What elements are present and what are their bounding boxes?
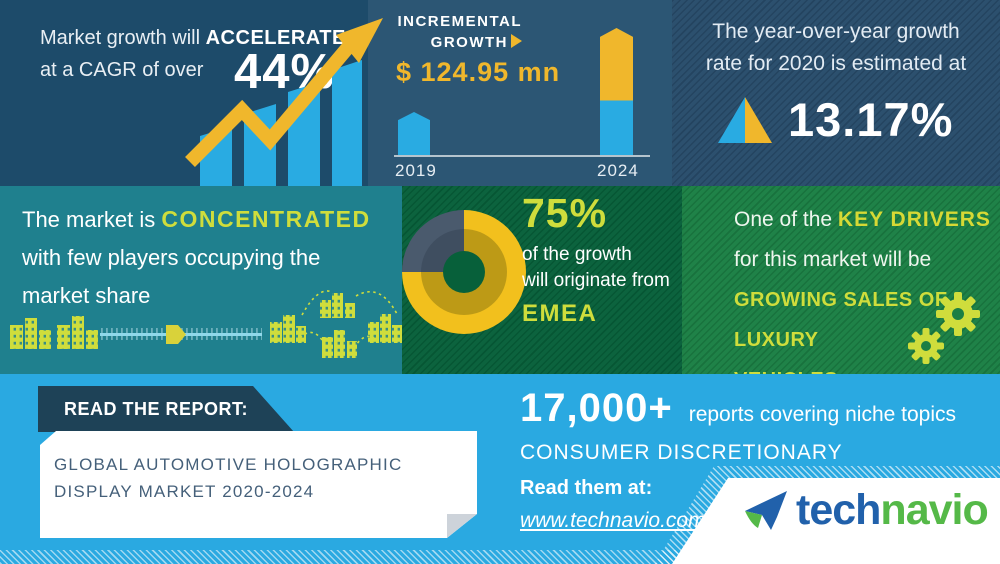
bar-2024: [600, 28, 633, 155]
conc-line2: with few players occupying the: [22, 245, 321, 270]
footer: READ THE REPORT: GLOBAL AUTOMOTIVE HOLOG…: [0, 374, 1000, 564]
logo-text-navio: navio: [880, 485, 988, 534]
donut-chart: [402, 210, 526, 334]
technavio-logo-mark-icon: [745, 491, 787, 530]
conc-line1-highlight: CONCENTRATED: [161, 206, 371, 232]
gears-icon: [908, 292, 980, 364]
incremental-growth-title: INCREMENTAL GROWTH: [396, 11, 522, 53]
drivers-line1-prefix: One of the: [734, 208, 838, 231]
logo-text-tech: tech: [796, 485, 881, 534]
reports-count: 17,000+: [520, 386, 673, 430]
conc-line3: market share: [22, 283, 151, 308]
growth-line2: at a CAGR of over: [40, 59, 204, 81]
read-the-report-label: READ THE REPORT:: [64, 399, 249, 419]
up-triangle-icon: [718, 96, 772, 143]
emea-region: EMEA: [522, 300, 598, 327]
report-title: GLOBAL AUTOMOTIVE HOLOGRAPHIC DISPLAY MA…: [54, 451, 402, 505]
label-2024: 2024: [597, 161, 639, 180]
timeline-arrow-icon: [166, 325, 186, 344]
yoy-value: 13.17%: [788, 93, 954, 146]
reports-count-label: reports covering niche topics: [688, 403, 957, 426]
report-title-card[interactable]: GLOBAL AUTOMOTIVE HOLOGRAPHIC DISPLAY MA…: [40, 431, 477, 538]
arrow-head-icon: [336, 18, 383, 63]
drivers-line4: VEHICLES: [734, 369, 838, 374]
incremental-title-line2: GROWTH: [430, 34, 508, 51]
growth-line1-highlight: ACCELERATE: [205, 27, 346, 49]
emea-line2: will originate from: [522, 270, 670, 291]
bar-2019: [398, 112, 430, 155]
panel-market-concentration: The market is CONCENTRATED with few play…: [0, 186, 402, 374]
key-drivers-statement: One of the KEY DRIVERS for this market w…: [734, 200, 1000, 374]
conc-line1-prefix: The market is: [22, 207, 162, 232]
panel-emea-growth: 75% of the growth will originate from EM…: [402, 186, 682, 374]
connector-arcs: [299, 290, 398, 349]
panel-yoy-growth: The year-over-year growth rate for 2020 …: [672, 0, 1000, 186]
drivers-line2: for this market will be: [734, 248, 932, 271]
donut-hole: [443, 251, 485, 293]
rising-bars-arrow-graphic: [185, 18, 383, 186]
city-buildings-graphic: [10, 290, 402, 358]
technavio-url-link[interactable]: www.technavio.com: [520, 509, 706, 532]
panel-incremental-growth: INCREMENTAL GROWTH $ 124.95 mn 2019 2024: [368, 0, 672, 186]
emea-share-value: 75%: [522, 190, 608, 236]
panel-key-drivers: One of the KEY DRIVERS for this market w…: [682, 186, 1000, 374]
drivers-line3: GROWING SALES OF LUXURY: [734, 289, 948, 351]
category-label: CONSUMER DISCRETIONARY: [520, 441, 843, 464]
yoy-line1: The year-over-year growth: [712, 20, 960, 43]
report-title-line1: GLOBAL AUTOMOTIVE HOLOGRAPHIC: [54, 455, 403, 474]
drivers-line1-highlight: KEY DRIVERS: [837, 208, 991, 231]
page-fold-corner: [447, 514, 477, 538]
growth-statement: Market growth will ACCELERATE at a CAGR …: [40, 22, 346, 86]
read-them-at-label: Read them at:: [520, 477, 653, 499]
growth-line1-prefix: Market growth will: [40, 27, 206, 49]
logo-banner: [672, 478, 1000, 564]
read-the-report-banner: READ THE REPORT:: [38, 386, 294, 432]
incremental-title-line1: INCREMENTAL: [397, 13, 522, 30]
report-title-line2: DISPLAY MARKET 2020-2024: [54, 482, 315, 501]
yoy-line2: rate for 2020 is estimated at: [705, 52, 967, 75]
chart-baseline: [394, 155, 650, 157]
incremental-growth-value: $ 124.95 mn: [396, 57, 561, 87]
title-arrow-icon: [511, 34, 522, 48]
concentration-statement: The market is CONCENTRATED with few play…: [22, 200, 371, 315]
emea-line1: of the growth: [522, 244, 632, 265]
panel-market-growth: Market growth will ACCELERATE at a CAGR …: [0, 0, 383, 186]
technavio-logo[interactable]: technavio: [742, 485, 989, 534]
label-2019: 2019: [395, 161, 437, 180]
